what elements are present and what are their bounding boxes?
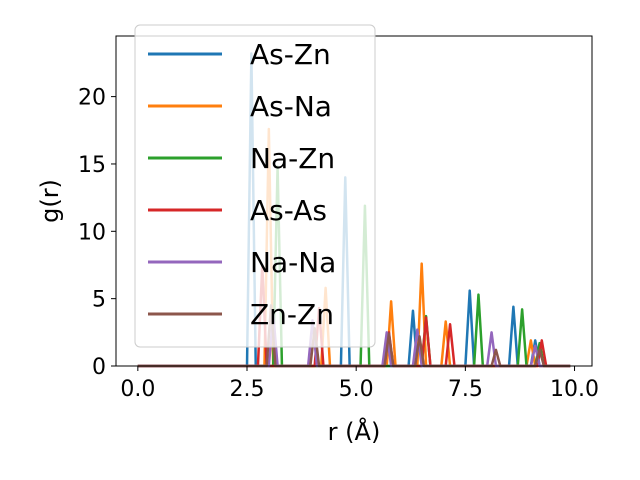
legend-label-as-zn: As-Zn [250, 38, 331, 71]
legend-label-as-as: As-As [250, 194, 327, 227]
x-tick-label: 0.0 [120, 377, 155, 402]
x-tick-label: 7.5 [448, 377, 483, 402]
legend-label-na-zn: Na-Zn [250, 142, 335, 175]
y-tick-label: 15 [78, 153, 106, 178]
x-tick-label: 10.0 [550, 377, 599, 402]
legend-label-na-na: Na-Na [250, 246, 336, 279]
legend: As-Zn As-Na Na-Zn As-As Na-Na Zn-Zn [134, 24, 376, 348]
y-axis-label: g(r) [36, 179, 64, 223]
y-tick-label: 5 [92, 288, 106, 313]
legend-label-as-na: As-Na [250, 90, 332, 123]
y-tick-label: 20 [78, 86, 106, 111]
x-axis-label: r (Å) [328, 417, 381, 446]
y-tick-label: 0 [92, 355, 106, 380]
y-axis-ticks: 0 5 10 15 20 [78, 86, 116, 380]
x-axis-ticks: 0.0 2.5 5.0 7.5 10.0 [120, 366, 599, 402]
x-tick-label: 5.0 [339, 377, 374, 402]
x-tick-label: 2.5 [230, 377, 265, 402]
legend-label-zn-zn: Zn-Zn [250, 298, 334, 331]
y-tick-label: 10 [78, 220, 106, 245]
